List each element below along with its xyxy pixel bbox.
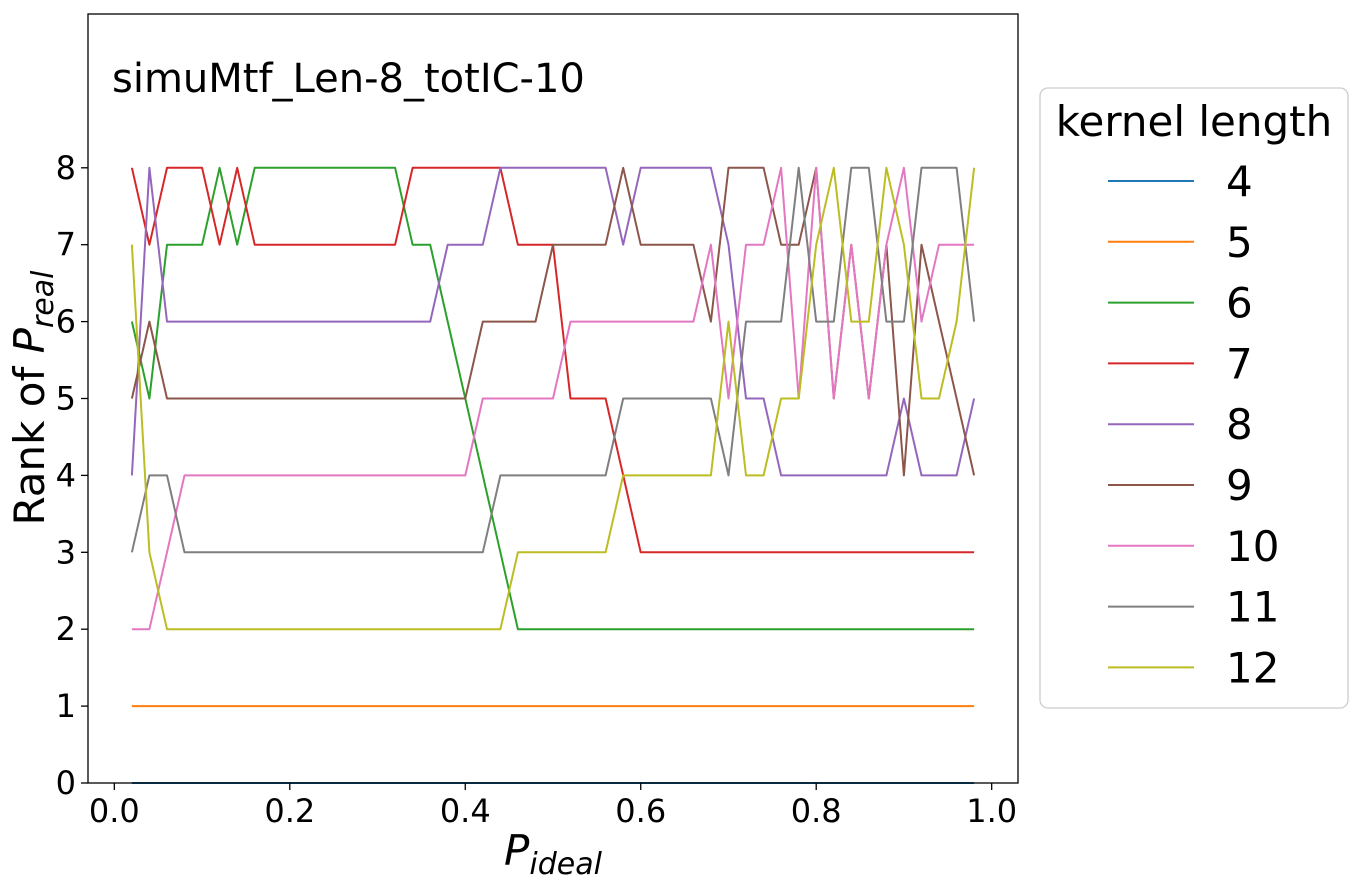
y-tick-label: 7 <box>56 226 76 264</box>
legend: kernel length 4 5 6 7 8 9 10 11 12 <box>1039 87 1349 709</box>
legend-box <box>1039 87 1349 709</box>
series-layer <box>130 166 976 784</box>
legend-label: 8 <box>1226 400 1253 449</box>
legend-label: 5 <box>1226 218 1253 267</box>
x-axis-label-sub: ideal <box>529 847 602 882</box>
y-axis-label-sub: real <box>26 270 61 328</box>
legend-item-12: 12 <box>1108 643 1279 692</box>
legend-title: kernel length <box>1056 97 1333 146</box>
y-tick-label: 4 <box>56 456 76 494</box>
x-tick-label: 1.0 <box>966 792 1017 830</box>
legend-label: 4 <box>1226 157 1253 206</box>
legend-item-5: 5 <box>1108 218 1253 267</box>
series-line-12 <box>130 166 976 631</box>
y-tick-label: 3 <box>56 533 76 571</box>
y-tick-label: 0 <box>56 764 76 802</box>
legend-label: 12 <box>1226 643 1279 692</box>
legend-item-8: 8 <box>1108 400 1253 449</box>
x-axis-label: Pideal <box>504 826 603 882</box>
y-axis: 0 1 2 3 4 5 6 7 8 <box>56 149 88 802</box>
chart-annotation: simuMtf_Len-8_totIC-10 <box>112 56 585 102</box>
y-axis-label: Rank of Preal <box>5 270 61 526</box>
y-tick-label: 2 <box>56 610 76 648</box>
series-line-11 <box>130 166 976 554</box>
legend-items: 4 5 6 7 8 9 10 11 12 <box>1108 157 1279 692</box>
x-tick-label: 0.0 <box>89 792 140 830</box>
x-tick-label: 0.4 <box>440 792 491 830</box>
legend-item-7: 7 <box>1108 339 1253 388</box>
legend-item-9: 9 <box>1108 461 1253 510</box>
legend-label: 10 <box>1226 522 1279 571</box>
series-line-8 <box>130 166 976 477</box>
legend-item-6: 6 <box>1108 279 1253 328</box>
y-axis-label-var: P <box>5 327 54 353</box>
legend-label: 7 <box>1226 339 1253 388</box>
x-tick-label: 0.2 <box>264 792 315 830</box>
legend-item-4: 4 <box>1108 157 1253 206</box>
legend-item-10: 10 <box>1108 522 1279 571</box>
legend-label: 9 <box>1226 461 1253 510</box>
series-line-10 <box>131 166 975 631</box>
legend-label: 11 <box>1226 583 1279 632</box>
y-tick-label: 6 <box>56 303 76 341</box>
y-axis-label-main: Rank of <box>5 353 54 525</box>
x-axis-label-main: P <box>504 826 530 875</box>
y-tick-label: 5 <box>56 380 76 418</box>
y-tick-label: 8 <box>56 149 76 187</box>
y-tick-label: 1 <box>56 687 76 725</box>
legend-item-11: 11 <box>1108 583 1279 632</box>
x-tick-label: 0.6 <box>615 792 666 830</box>
series-line-6 <box>130 166 975 631</box>
x-tick-label: 0.8 <box>791 792 842 830</box>
legend-label: 6 <box>1226 279 1253 328</box>
x-axis: 0.0 0.2 0.4 0.6 0.8 1.0 <box>89 783 1017 830</box>
